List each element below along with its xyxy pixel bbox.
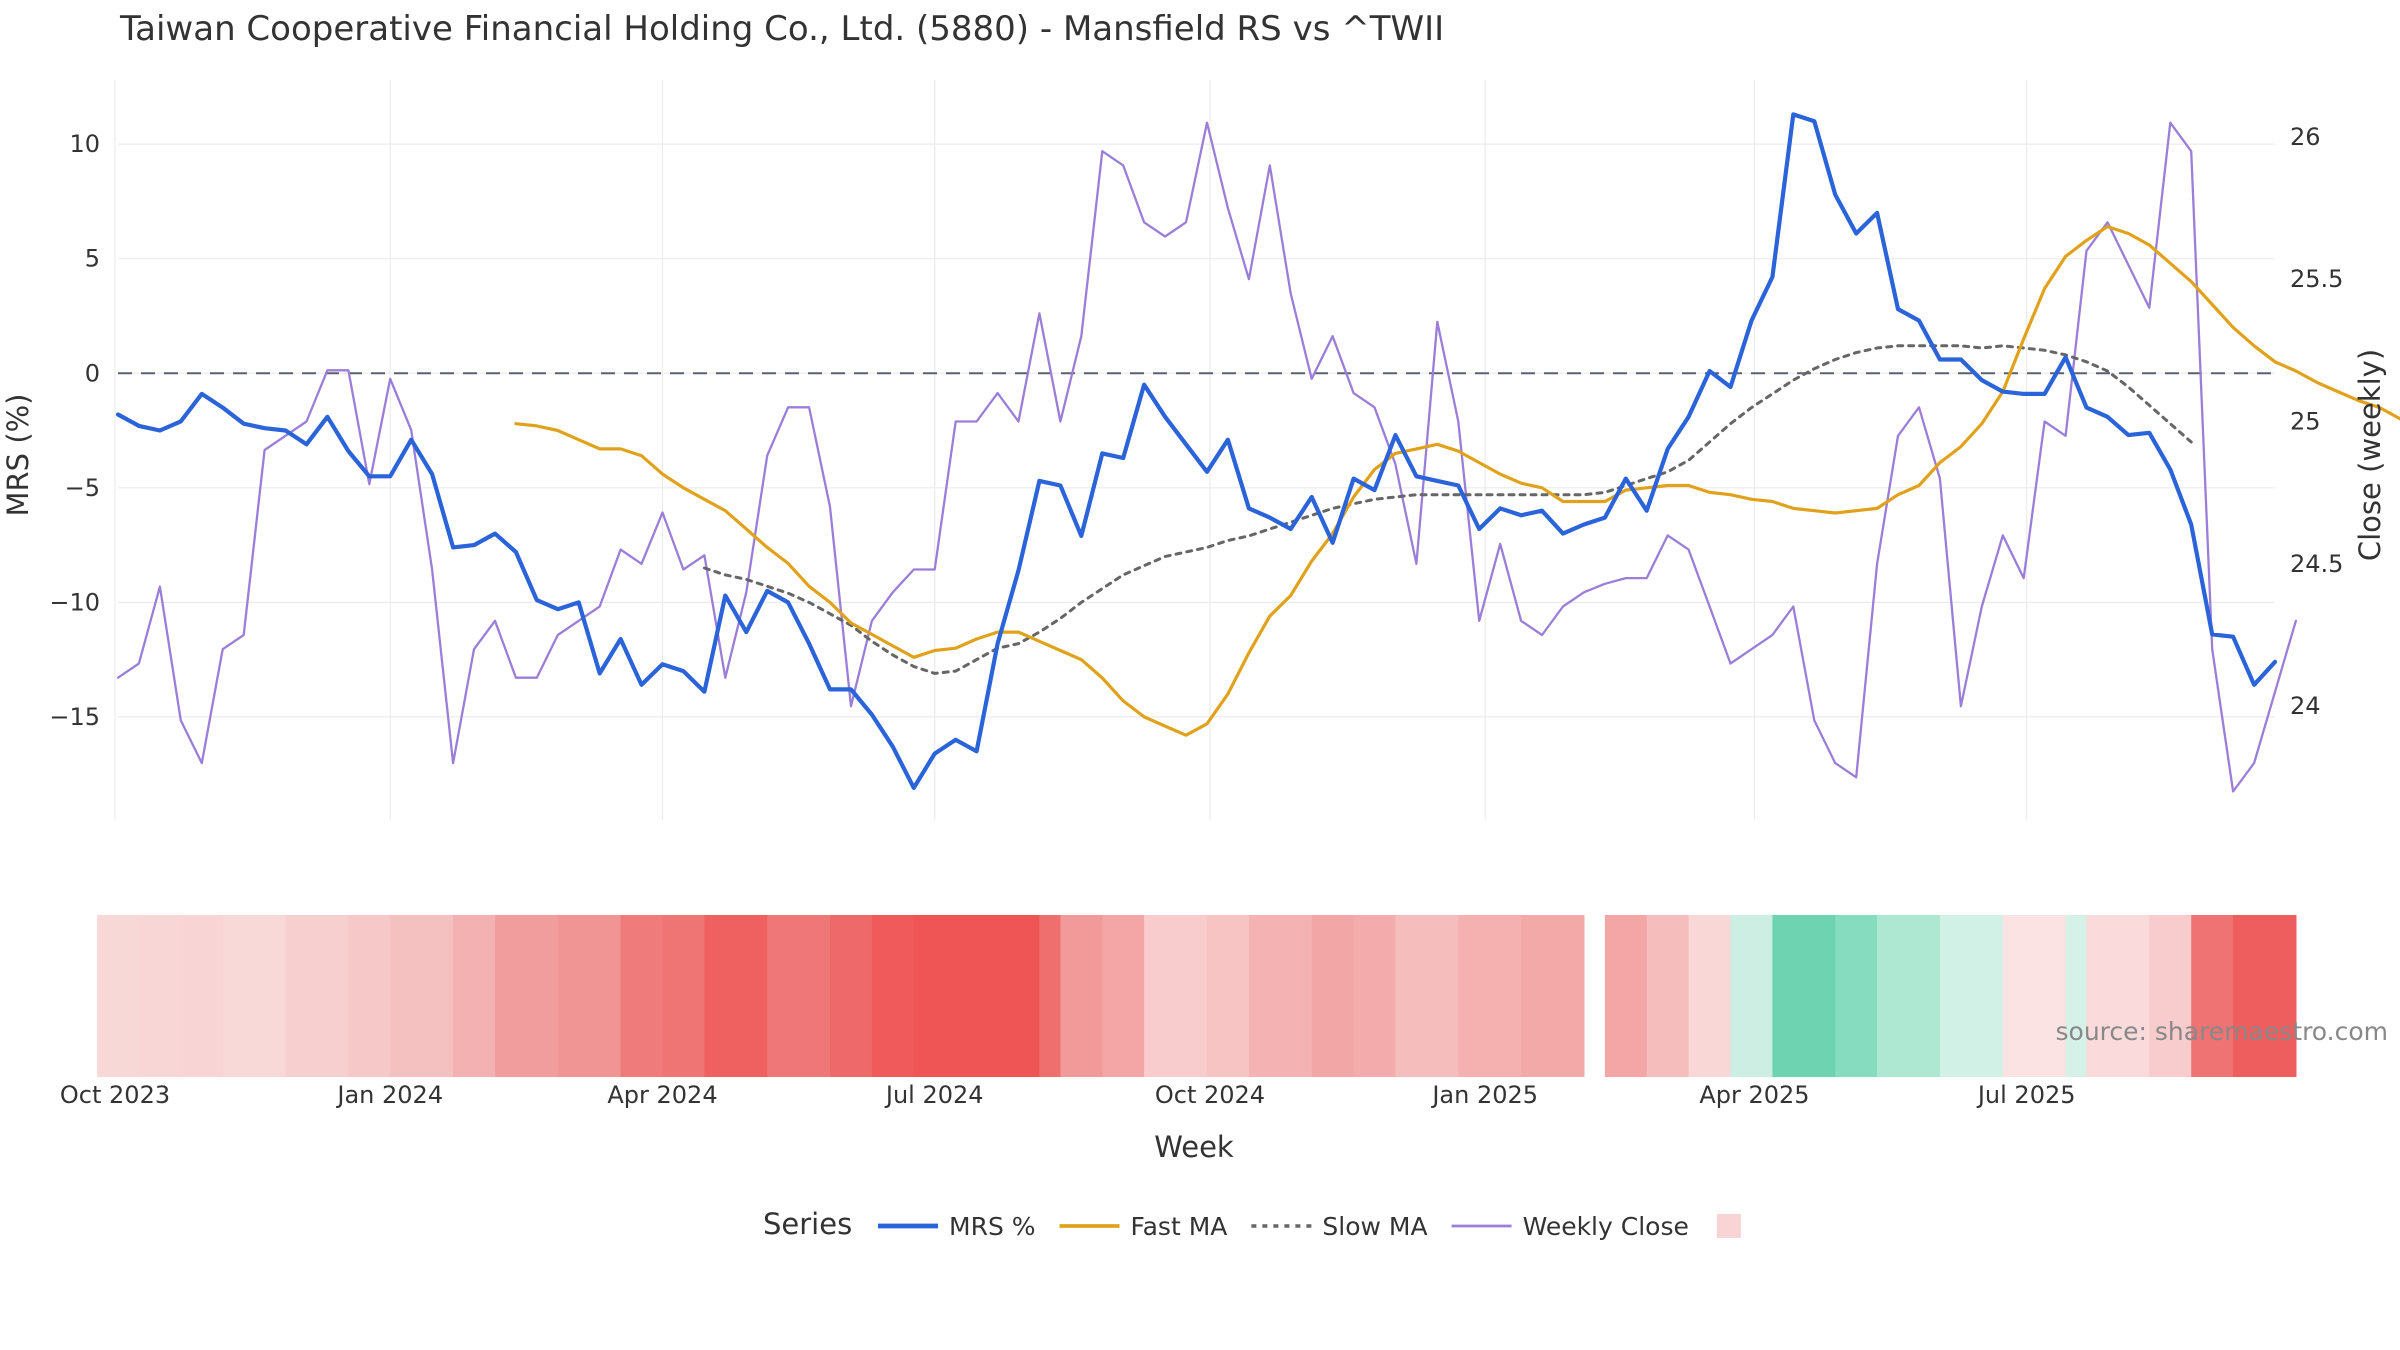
heatmap-cell [180, 915, 224, 1077]
y-tick-label: 0 [85, 359, 100, 387]
heatmap-cell [1835, 915, 1878, 1077]
y2-tick-label: 24.5 [2290, 550, 2343, 578]
legend-items: MRS % Fast MA Slow MA Weekly Close [878, 1212, 1741, 1241]
y-tick-label: 5 [85, 245, 100, 273]
grid-layer [114, 80, 2275, 820]
series-line-mrs [115, 112, 2278, 791]
heatmap-cell [348, 915, 391, 1077]
heatmap-cell [1248, 915, 1313, 1077]
heatmap-cell [453, 915, 496, 1077]
legend-label: Fast MA [1131, 1212, 1228, 1241]
y2-tick-label: 26 [2290, 123, 2321, 151]
y2-tick-label: 24 [2290, 692, 2321, 720]
heatmap-cell [871, 915, 915, 1077]
legend-label: MRS % [949, 1212, 1036, 1241]
y-tick-label: −15 [49, 703, 100, 731]
x-tick-label: Oct 2024 [1155, 1081, 1265, 1109]
heatmap-cell [620, 915, 664, 1077]
x-tick-label: Oct 2023 [60, 1081, 170, 1109]
legend-heatmap-swatch [1716, 1214, 1741, 1238]
heatmap-cell [495, 915, 559, 1077]
heatmap-cell [1688, 915, 1732, 1077]
source-label: source: sharemaestro.com [2056, 1017, 2389, 1046]
heatmap-cell [1521, 915, 1585, 1077]
heatmap-cell [1144, 915, 1208, 1077]
heatmap-cell [1877, 915, 1941, 1077]
legend-label: Weekly Close [1523, 1212, 1689, 1241]
heatmap-cell [1060, 915, 1103, 1077]
heatmap-cell [1604, 915, 1648, 1077]
x-tick-label: Apr 2024 [607, 1081, 717, 1109]
x-axis: Oct 2023 Jan 2024 Apr 2024 Jul 2024 Oct 2024… [60, 1081, 2076, 1109]
heatmap-cell [1207, 915, 1250, 1077]
heatmap-cell [1102, 915, 1145, 1077]
x-tick-label: Jul 2025 [1976, 1081, 2076, 1109]
heatmap-cell [1395, 915, 1459, 1077]
series-line-fast-ma [514, 225, 2400, 737]
heatmap-cell [913, 915, 1041, 1077]
x-tick-label: Jul 2024 [884, 1081, 984, 1109]
heatmap-cell [557, 915, 622, 1077]
y2-tick-label: 25.5 [2290, 265, 2343, 293]
heatmap-cell [97, 915, 140, 1077]
heatmap-cell [1939, 915, 2004, 1077]
heatmap-strip [97, 915, 2297, 1077]
series-layer [115, 112, 2400, 793]
heatmap-cell [704, 915, 768, 1077]
x-tick-label: Apr 2025 [1699, 1081, 1809, 1109]
y-axis-title: MRS (%) [1, 394, 35, 517]
x-axis-title: Week [1154, 1130, 1234, 1164]
chart-title: Taiwan Cooperative Financial Holding Co.… [119, 9, 1444, 49]
heatmap-cell [2086, 915, 2150, 1077]
heatmap-cell [2233, 915, 2297, 1077]
heatmap-cell [1039, 915, 1061, 1077]
heatmap-cell [1311, 915, 1355, 1077]
y-tick-label: 10 [69, 130, 100, 158]
heatmap-cell [767, 915, 831, 1077]
heatmap-cell [222, 915, 287, 1077]
y2-tick-label: 25 [2290, 408, 2321, 436]
heatmap-cell [2065, 915, 2088, 1077]
x-tick-label: Jan 2025 [1430, 1081, 1538, 1109]
heatmap-cell [2149, 915, 2192, 1077]
y-axis-left: 10 5 0 −5 −10 −15 [49, 130, 100, 731]
y-tick-label: −10 [49, 588, 100, 616]
series-line-slow-ma [702, 344, 2193, 675]
y2-axis-title: Close (weekly) [2353, 349, 2387, 561]
heatmap-cell [2002, 915, 2067, 1077]
heatmap-cell [2191, 915, 2234, 1077]
heatmap-cell [1730, 915, 1773, 1077]
y-axis-right: 26 25.5 25 24.5 24 [2290, 123, 2343, 720]
heatmap-cell [285, 915, 349, 1077]
heatmap-cell [1646, 915, 1690, 1077]
legend: Series MRS % Fast MA Slow MA Weekly Close [763, 1207, 1741, 1241]
legend-label: Slow MA [1322, 1212, 1427, 1241]
heatmap-cell [1772, 915, 1836, 1077]
heatmap-cell [662, 915, 705, 1077]
heatmap-cell [390, 915, 454, 1077]
heatmap-cell [830, 915, 873, 1077]
heatmap-cell [138, 915, 182, 1077]
heatmap-cell [1353, 915, 1397, 1077]
y-tick-label: −5 [65, 474, 100, 502]
series-line-weekly-close [116, 121, 2298, 793]
x-tick-label: Jan 2024 [335, 1081, 443, 1109]
legend-title: Series [763, 1207, 852, 1241]
heatmap-cell [1458, 915, 1522, 1077]
